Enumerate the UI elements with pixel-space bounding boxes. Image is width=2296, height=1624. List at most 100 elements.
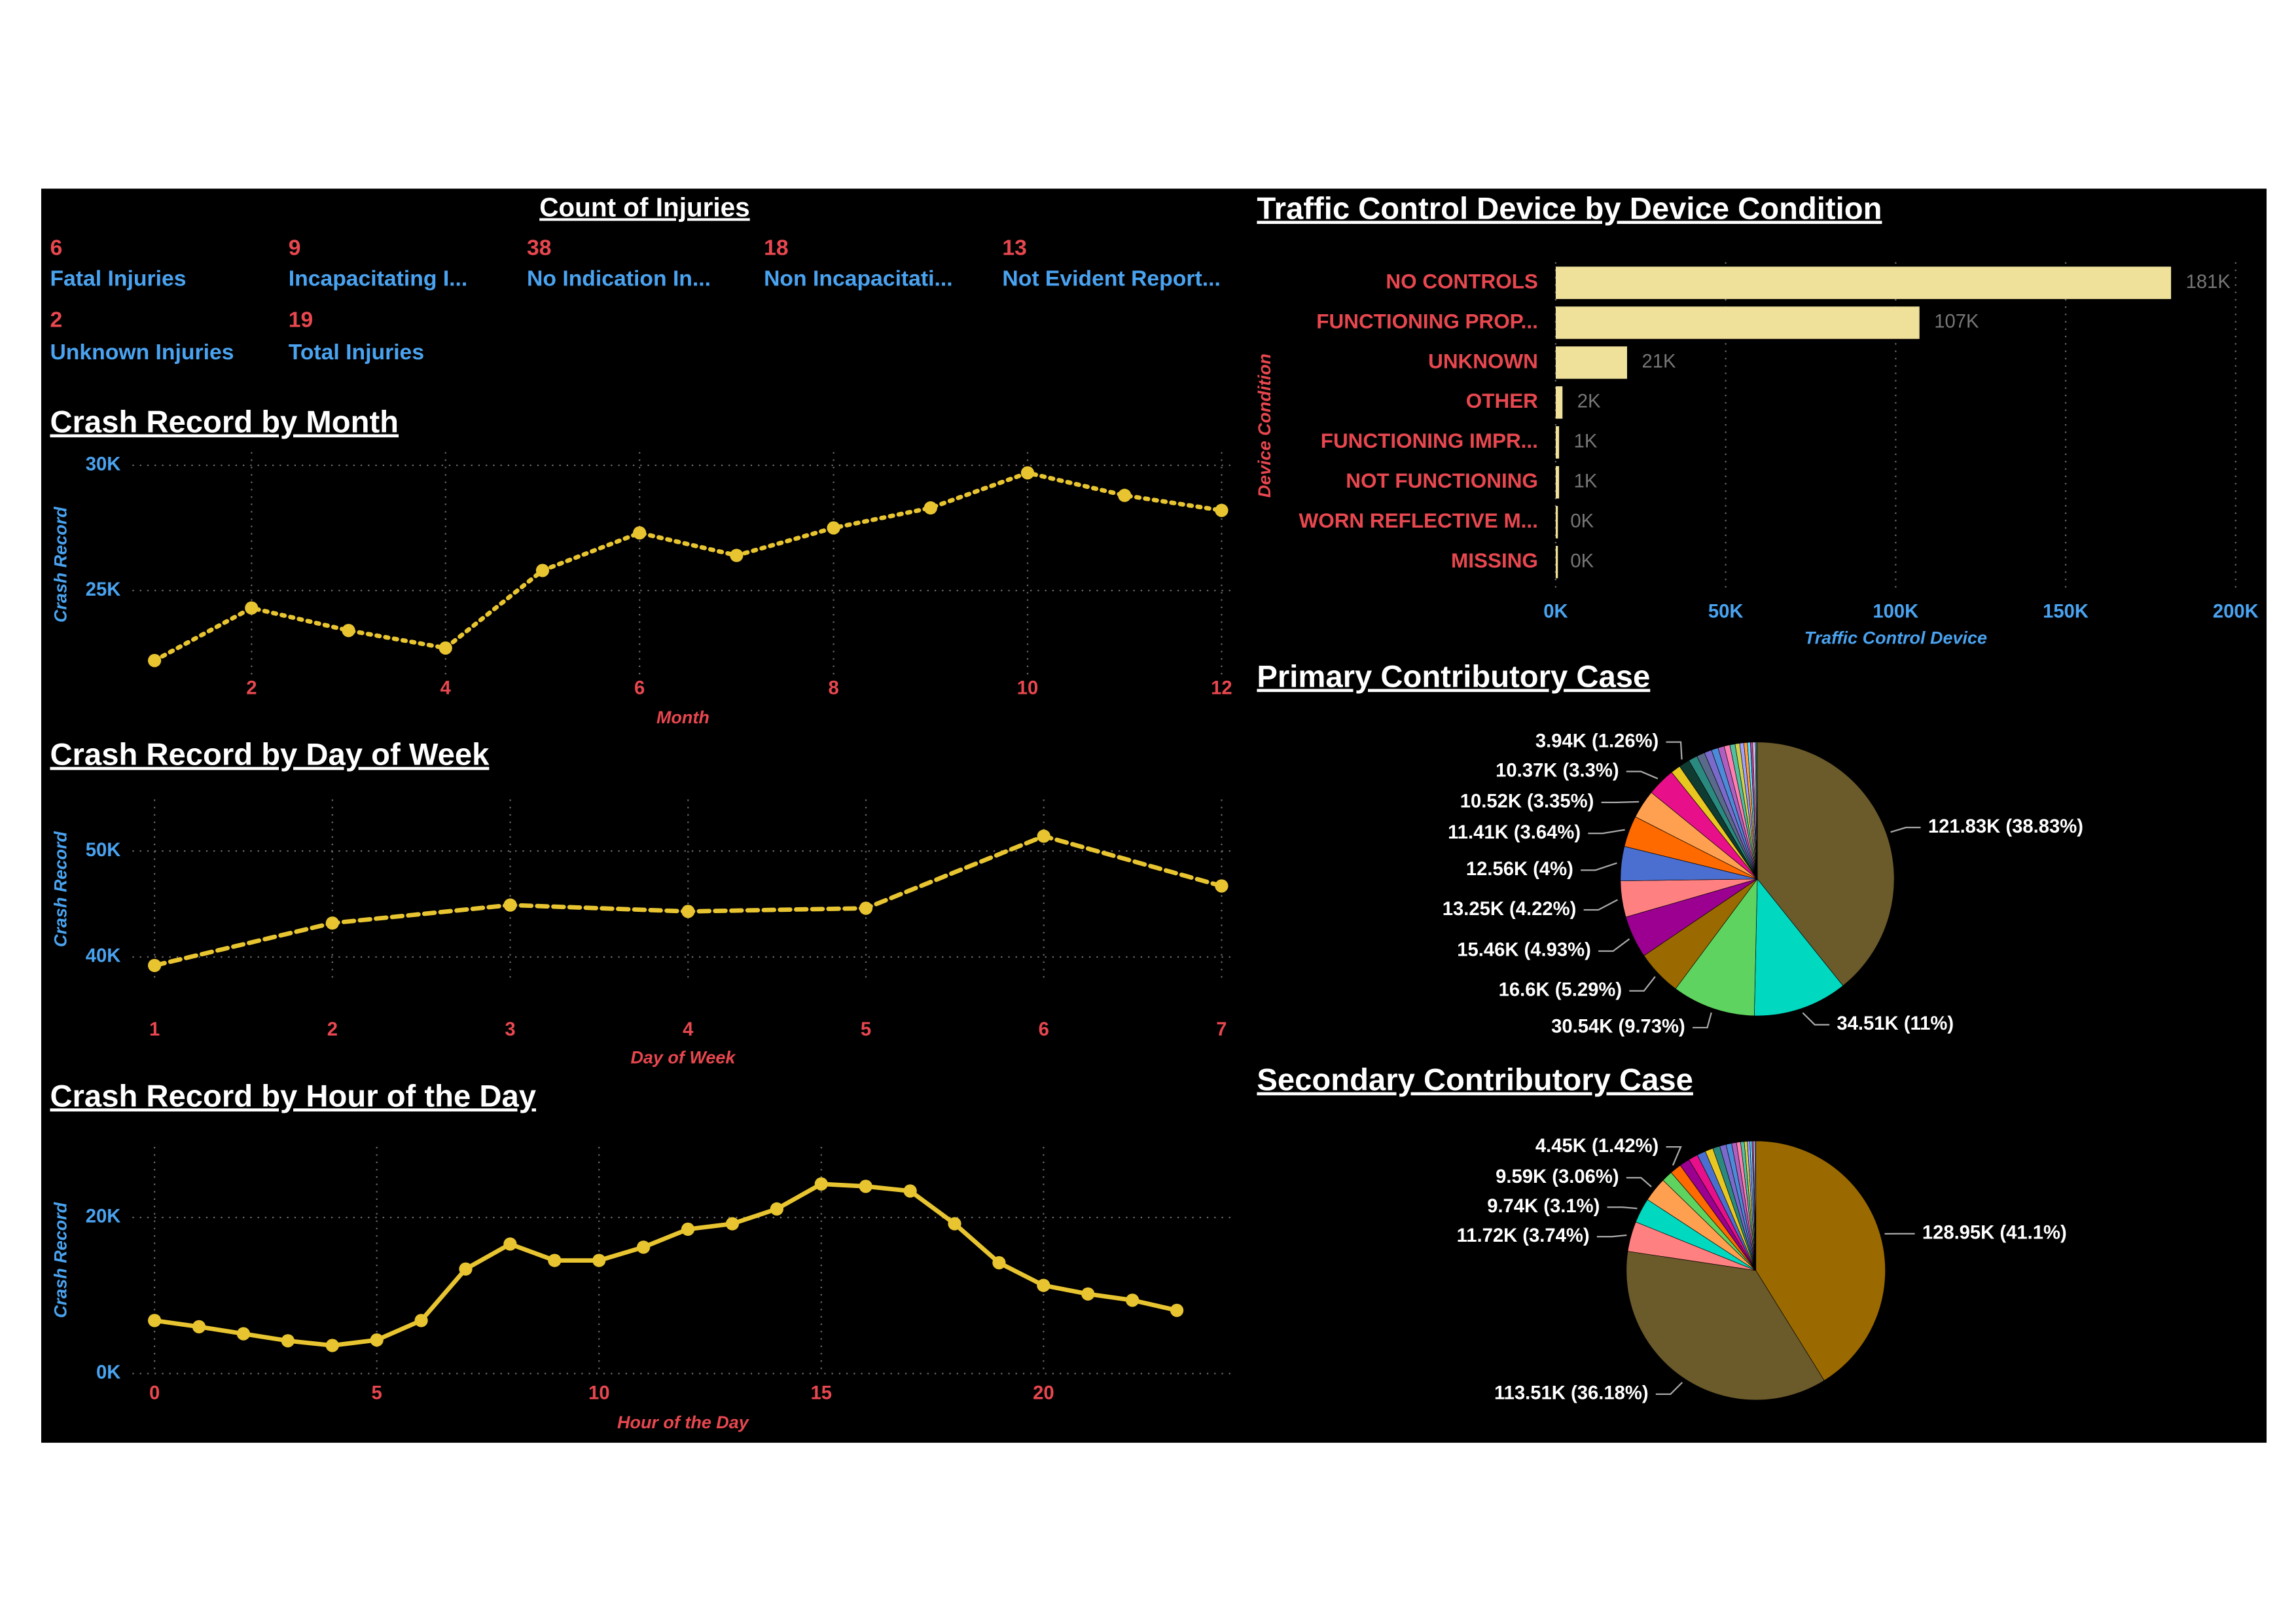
line-series [152, 1182, 1179, 1348]
x-tick-label: 2 [246, 677, 257, 698]
leader-line [1601, 801, 1640, 804]
bar [1555, 386, 1563, 419]
data-label: 128.95K (41.1%) [1922, 1222, 2067, 1243]
x-tick-label: 4 [440, 677, 452, 698]
leader-line [1666, 1146, 1682, 1166]
leader-line [1666, 741, 1683, 760]
card-label: No Indication In... [527, 266, 711, 291]
category-label: WORN REFLECTIVE M... [1299, 509, 1538, 532]
card-label: Incapacitating I... [289, 266, 468, 291]
data-point [281, 1334, 295, 1348]
data-point [814, 1177, 828, 1191]
card-value: 19 [289, 307, 314, 332]
x-tick-label: 12 [1211, 677, 1232, 698]
x-tick-label: 0K [1543, 602, 1568, 623]
value-label: 2K [1577, 391, 1601, 412]
bar [1555, 346, 1627, 379]
data-label: 13.25K (4.22%) [1443, 899, 1577, 920]
bar [1555, 426, 1560, 459]
x-tick-label: 50K [1708, 602, 1744, 623]
x-tick-label: 10 [1017, 677, 1039, 698]
data-point [859, 901, 873, 915]
data-label: 11.72K (3.74%) [1457, 1225, 1590, 1246]
data-point [1081, 1287, 1095, 1301]
data-label: 10.52K (3.35%) [1460, 791, 1594, 812]
value-label: 107K [1934, 312, 1979, 333]
data-point [414, 1314, 428, 1327]
data-label: 121.83K (38.83%) [1928, 816, 2083, 837]
leader-line [1626, 1177, 1652, 1187]
data-point [370, 1333, 384, 1347]
chart-title: Traffic Control Device by Device Conditi… [1257, 191, 1882, 226]
x-tick-label: 20 [1033, 1383, 1054, 1404]
x-tick-label: 1 [149, 1019, 160, 1040]
data-point [827, 521, 840, 535]
data-point [725, 1217, 740, 1231]
pie-slice [1754, 1140, 1757, 1271]
data-point [192, 1320, 206, 1333]
leader-line [1802, 1012, 1830, 1026]
data-point [1215, 503, 1229, 517]
value-label: 0K [1570, 550, 1594, 571]
x-tick-label: 200K [2213, 602, 2259, 623]
data-point [770, 1202, 783, 1216]
leader-line [1607, 1206, 1638, 1210]
data-point [1126, 1293, 1139, 1307]
pie-slice [1753, 878, 1844, 1017]
card-value: 9 [289, 235, 301, 260]
category-label: FUNCTIONING PROP... [1316, 310, 1538, 333]
y-tick-label: 50K [86, 840, 121, 861]
data-point [325, 1339, 339, 1352]
x-tick-label: 5 [861, 1019, 871, 1040]
x-axis-title: Hour of the Day [617, 1413, 750, 1432]
card-title: Count of Injuries [539, 192, 749, 222]
y-axis-title: Device Condition [1255, 353, 1274, 497]
data-point [147, 653, 162, 668]
y-tick-label: 30K [86, 454, 121, 475]
data-point [1037, 829, 1050, 843]
data-point [633, 526, 647, 540]
category-label: FUNCTIONING IMPR... [1321, 429, 1538, 452]
value-label: 1K [1574, 431, 1598, 452]
category-label: OTHER [1466, 389, 1538, 412]
leader-line [1588, 829, 1625, 835]
data-label: 10.37K (3.3%) [1496, 760, 1619, 781]
leader-line [1583, 899, 1618, 911]
leader-line [1626, 770, 1659, 780]
pie-slice [1755, 742, 1758, 879]
x-tick-label: 10 [588, 1383, 610, 1404]
x-tick-label: 5 [372, 1383, 382, 1404]
data-point [948, 1217, 961, 1231]
pie-slice [1626, 1251, 1825, 1401]
data-label: 9.59K (3.06%) [1496, 1166, 1619, 1187]
value-label: 1K [1574, 471, 1598, 492]
chart-title: Secondary Contributory Case [1257, 1063, 1693, 1098]
y-axis-title: Crash Record [51, 507, 71, 623]
data-point [903, 1184, 917, 1198]
card-value: 6 [50, 235, 62, 260]
data-label: 4.45K (1.42%) [1535, 1136, 1659, 1157]
data-point [439, 641, 452, 655]
data-point [147, 958, 162, 973]
data-point [924, 501, 937, 515]
leader-line [1890, 826, 1921, 833]
x-tick-label: 3 [505, 1019, 515, 1040]
card-value: 13 [1002, 235, 1027, 260]
data-point [1170, 1303, 1184, 1317]
data-label: 9.74K (3.1%) [1487, 1196, 1600, 1217]
x-tick-label: 7 [1216, 1019, 1227, 1040]
pie-slice [1755, 1140, 1886, 1381]
data-point [535, 564, 550, 577]
bar [1555, 505, 1558, 539]
leader-line [1581, 862, 1617, 871]
x-axis-title: Month [656, 708, 709, 727]
data-point [730, 549, 744, 562]
data-point [342, 624, 355, 638]
card-label: Total Injuries [289, 340, 424, 365]
data-point [681, 1222, 695, 1236]
data-point [1037, 1278, 1050, 1292]
x-tick-label: 15 [811, 1383, 833, 1404]
data-point [1215, 879, 1229, 893]
y-tick-label: 0K [96, 1362, 120, 1383]
